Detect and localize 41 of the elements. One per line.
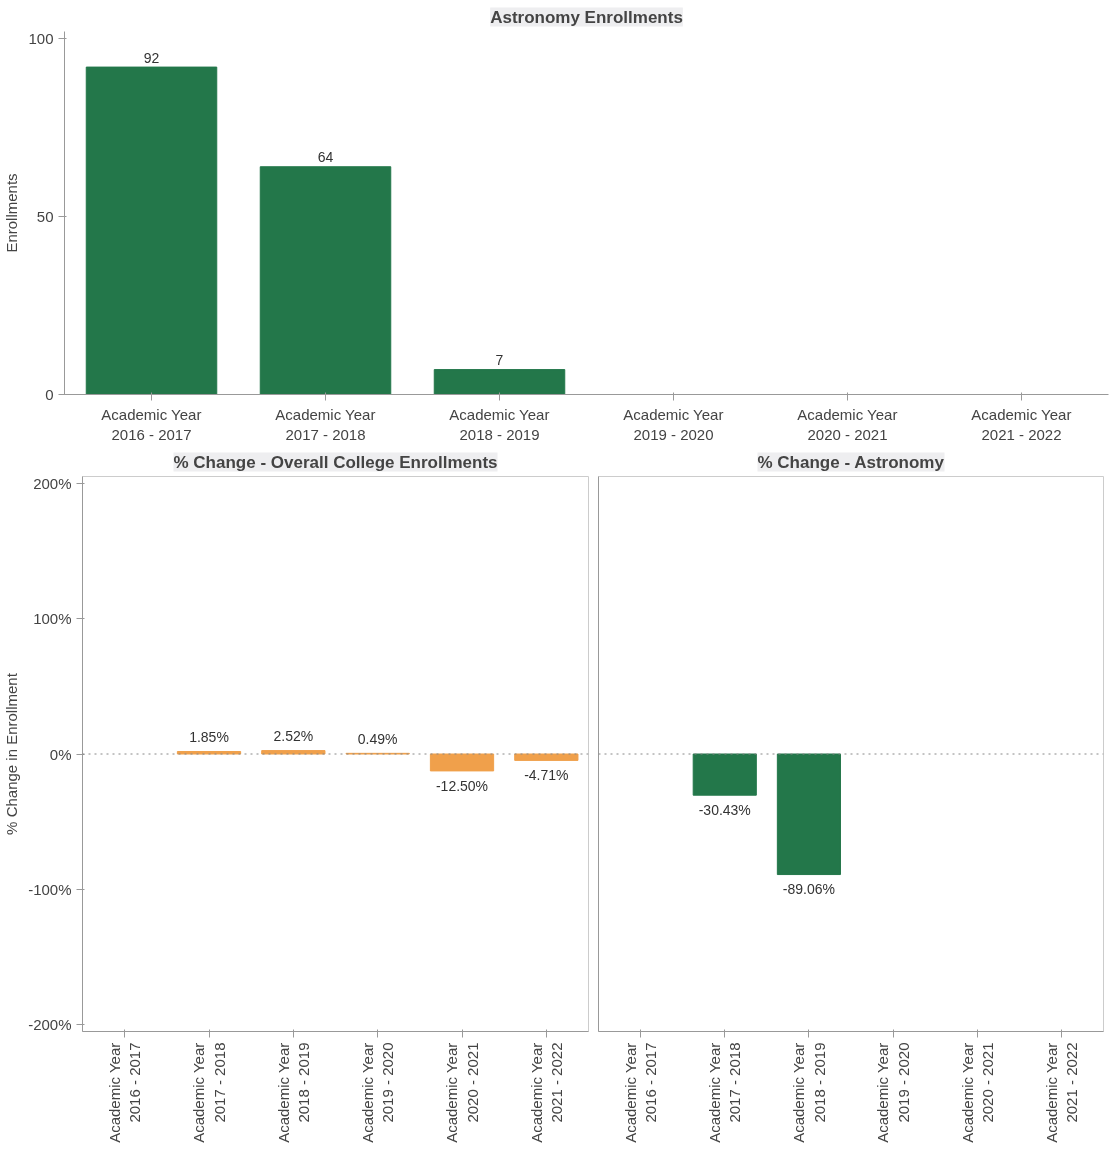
x-tick-label: Academic Year 2020 - 2021 bbox=[958, 1042, 996, 1143]
data-label: 0.49% bbox=[357, 730, 398, 747]
x-tick-label: Academic Year 2021 - 2022 bbox=[1042, 1042, 1081, 1143]
x-tick-label: Academic Year 2016 - 2017 bbox=[101, 405, 202, 443]
y-tick-label: 200% bbox=[33, 474, 72, 492]
y-tick-label: -200% bbox=[28, 1016, 72, 1034]
y-axis-title: % Change in Enrollment bbox=[3, 672, 21, 835]
x-tick-label: Academic Year 2018 - 2019 bbox=[274, 1042, 313, 1143]
x-tick-label: Academic Year 2019 - 2020 bbox=[623, 405, 724, 443]
data-label: -4.71% bbox=[524, 767, 569, 784]
x-tick-label: Academic Year 2018 - 2019 bbox=[449, 405, 550, 443]
y-tick-label: 0% bbox=[49, 745, 72, 763]
x-tick-label: Academic Year 2017 - 2018 bbox=[190, 1042, 228, 1143]
y-tick-label: 0 bbox=[45, 385, 54, 403]
y-tick-label: 100% bbox=[33, 610, 72, 628]
data-label: 64 bbox=[317, 149, 334, 166]
x-tick-label: Academic Year 2018 - 2019 bbox=[790, 1042, 828, 1143]
chart-title: % Change - Astronomy bbox=[757, 452, 945, 472]
y-tick-label: 100 bbox=[28, 29, 54, 47]
x-tick-label: Academic Year 2016 - 2017 bbox=[105, 1042, 144, 1143]
data-label: 92 bbox=[143, 49, 160, 66]
x-tick-label: Academic Year 2019 - 2020 bbox=[874, 1042, 912, 1143]
chart-title: Astronomy Enrollments bbox=[490, 7, 683, 27]
data-label: -30.43% bbox=[698, 801, 751, 818]
x-tick-label: Academic Year 2016 - 2017 bbox=[621, 1042, 660, 1143]
data-label: 7 bbox=[495, 352, 504, 369]
data-label: 2.52% bbox=[273, 727, 314, 744]
x-tick-label: Academic Year 2020 - 2021 bbox=[797, 405, 898, 443]
y-tick-label: -100% bbox=[28, 880, 72, 898]
chart-title: % Change - Overall College Enrollments bbox=[173, 452, 498, 472]
x-tick-label: Academic Year 2020 - 2021 bbox=[443, 1042, 481, 1143]
data-label: -89.06% bbox=[782, 881, 835, 898]
y-axis-title: Enrollments bbox=[3, 173, 21, 253]
y-tick-label: 50 bbox=[36, 207, 54, 225]
data-label: -12.50% bbox=[435, 777, 489, 794]
data-label: 1.85% bbox=[189, 728, 229, 745]
x-tick-label: Academic Year 2017 - 2018 bbox=[706, 1042, 744, 1143]
x-tick-label: Academic Year 2019 - 2020 bbox=[358, 1042, 397, 1143]
x-tick-label: Academic Year 2021 - 2022 bbox=[527, 1042, 566, 1143]
x-tick-label: Academic Year 2017 - 2018 bbox=[275, 405, 376, 443]
x-tick-label: Academic Year 2021 - 2022 bbox=[971, 405, 1072, 443]
